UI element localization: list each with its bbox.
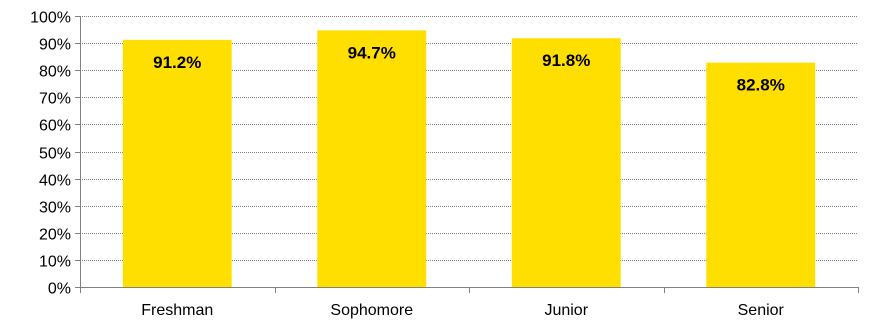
y-tick-label: 50% [39, 146, 71, 163]
x-tick-label: Sophomore [330, 302, 413, 319]
bar [511, 38, 621, 287]
y-tick-label: 100% [30, 10, 71, 27]
data-label: 94.7% [348, 43, 396, 62]
x-tick-label: Freshman [141, 302, 213, 319]
x-tick-label: Senior [738, 302, 785, 319]
data-label: 91.8% [542, 51, 590, 70]
x-axis-labels: Freshman Sophomore Junior Senior [141, 302, 784, 319]
y-tick-label: 10% [39, 254, 71, 271]
bar [317, 30, 427, 287]
y-tick-label: 80% [39, 64, 71, 81]
y-tick-label: 20% [39, 227, 71, 244]
y-tick-label: 90% [39, 37, 71, 54]
y-tick-label: 70% [39, 91, 71, 108]
bar [706, 62, 816, 287]
y-tick-label: 60% [39, 118, 71, 135]
y-axis-ticks: 0% 10% 20% 30% 40% 50% 60% 70% 80% 90% 100% [30, 10, 71, 298]
bars [122, 30, 816, 288]
y-tick-label: 40% [39, 173, 71, 190]
y-tick-label: 30% [39, 200, 71, 217]
axes [75, 16, 859, 293]
data-label: 82.8% [737, 76, 785, 95]
data-label: 91.2% [153, 53, 201, 72]
x-tick-label: Junior [544, 302, 588, 319]
bar [122, 39, 232, 288]
data-labels: 91.2% 94.7% 91.8% 82.8% [153, 43, 785, 94]
y-tick-label: 0% [48, 281, 71, 298]
